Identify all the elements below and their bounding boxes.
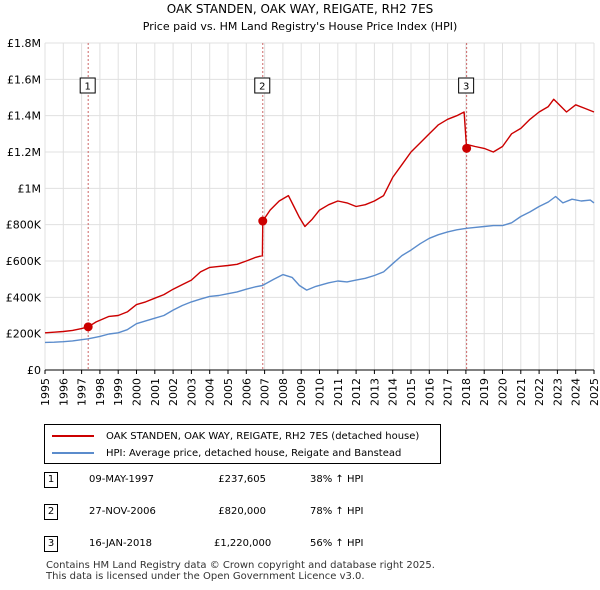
y-tick-label: £800K (6, 219, 42, 232)
x-tick-label: 1996 (57, 378, 70, 406)
sale-row: 3 16-JAN-2018 £1,220,000 56% ↑ HPI (0, 536, 600, 554)
x-tick-label: 2001 (149, 378, 162, 406)
legend-swatch-hpi (52, 452, 94, 454)
x-tick-label: 2002 (167, 378, 180, 406)
sale-row: 1 09-MAY-1997 £237,605 38% ↑ HPI (0, 472, 600, 490)
sale-point (83, 322, 93, 332)
x-tick-label: 2006 (240, 378, 253, 406)
sale-label-text: 1 (85, 82, 91, 93)
footer-line-copyright: Contains HM Land Registry data © Crown c… (46, 560, 435, 571)
sale-label-text: 3 (463, 82, 469, 93)
y-tick-label: £1.2M (7, 146, 41, 159)
sale-date: 09-MAY-1997 (89, 474, 155, 485)
x-tick-label: 2019 (478, 378, 491, 406)
footer-line-licence: This data is licensed under the Open Gov… (46, 571, 365, 582)
x-tick-label: 2024 (570, 378, 583, 406)
hpi-series-line (44, 195, 595, 344)
x-tick-label: 1995 (39, 378, 52, 406)
sale-date: 27-NOV-2006 (89, 506, 156, 517)
x-tick-label: 2005 (222, 378, 235, 406)
x-tick-label: 2015 (405, 378, 418, 406)
x-tick-label: 2013 (368, 378, 381, 406)
sale-label-box (254, 77, 271, 94)
x-tick-label: 2023 (551, 378, 564, 406)
legend-swatch-price (52, 435, 94, 437)
chart-title: OAK STANDEN, OAK WAY, REIGATE, RH2 7ES (167, 2, 434, 16)
price-series-line (44, 98, 595, 334)
y-tick-label: £200K (6, 328, 42, 341)
y-tick-label: £0 (27, 364, 41, 377)
sale-date: 16-JAN-2018 (89, 538, 153, 549)
x-tick-label: 2020 (497, 378, 510, 406)
x-tick-label: 1999 (112, 378, 125, 406)
legend: OAK STANDEN, OAK WAY, REIGATE, RH2 7ES (… (44, 424, 441, 464)
x-tick-label: 2003 (185, 378, 198, 406)
sale-label-box (458, 77, 475, 94)
legend-item-hpi: HPI: Average price, detached house, Reig… (45, 445, 401, 461)
x-tick-label: 2010 (314, 378, 327, 406)
sale-number-badge: 1 (44, 472, 58, 488)
x-tick-label: 2009 (295, 378, 308, 406)
x-tick-label: 2014 (387, 378, 400, 406)
sale-number-badge: 3 (44, 536, 58, 552)
legend-label-price: OAK STANDEN, OAK WAY, REIGATE, RH2 7ES (… (106, 430, 420, 442)
footer-attribution: Contains HM Land Registry data © Crown c… (46, 560, 435, 582)
chart-subtitle: Price paid vs. HM Land Registry's House … (143, 20, 458, 33)
sale-row: 2 27-NOV-2006 £820,000 78% ↑ HPI (0, 504, 600, 522)
sale-price: £237,605 (218, 474, 266, 485)
x-tick-label: 2012 (350, 378, 363, 406)
x-tick-label: 2021 (515, 378, 528, 406)
sale-label-text: 2 (259, 82, 265, 93)
sale-number-badge: 2 (44, 504, 58, 520)
x-tick-label: 2000 (131, 378, 144, 406)
y-tick-label: £1.4M (7, 110, 41, 123)
x-tick-label: 2007 (259, 378, 272, 406)
sale-point (462, 143, 472, 153)
x-tick-label: 1997 (76, 378, 89, 406)
sale-hpi-change: 38% ↑ HPI (310, 474, 364, 485)
x-tick-label: 2011 (332, 378, 345, 406)
y-tick-label: £400K (6, 291, 42, 304)
x-tick-label: 2018 (460, 378, 473, 406)
sale-price: £1,220,000 (214, 538, 272, 549)
sale-hpi-change: 56% ↑ HPI (310, 538, 364, 549)
x-tick-label: 2022 (533, 378, 546, 406)
legend-item-price: OAK STANDEN, OAK WAY, REIGATE, RH2 7ES (… (45, 428, 419, 444)
x-tick-label: 2016 (423, 378, 436, 406)
x-tick-label: 2017 (442, 378, 455, 406)
sale-label-box (79, 77, 96, 94)
price-chart: OAK STANDEN, OAK WAY, REIGATE, RH2 7ES P… (6, 2, 600, 406)
x-tick-label: 2025 (588, 378, 600, 406)
sale-hpi-change: 78% ↑ HPI (310, 506, 364, 517)
sale-point (258, 216, 268, 226)
y-tick-label: £1.8M (7, 37, 41, 50)
y-tick-label: £600K (6, 255, 42, 268)
y-tick-label: £1M (18, 182, 42, 195)
x-tick-label: 2004 (204, 378, 217, 406)
y-tick-label: £1.6M (7, 73, 41, 86)
x-tick-label: 1998 (94, 378, 107, 406)
sale-price: £820,000 (218, 506, 266, 517)
legend-label-hpi: HPI: Average price, detached house, Reig… (106, 447, 402, 459)
x-tick-label: 2008 (277, 378, 290, 406)
